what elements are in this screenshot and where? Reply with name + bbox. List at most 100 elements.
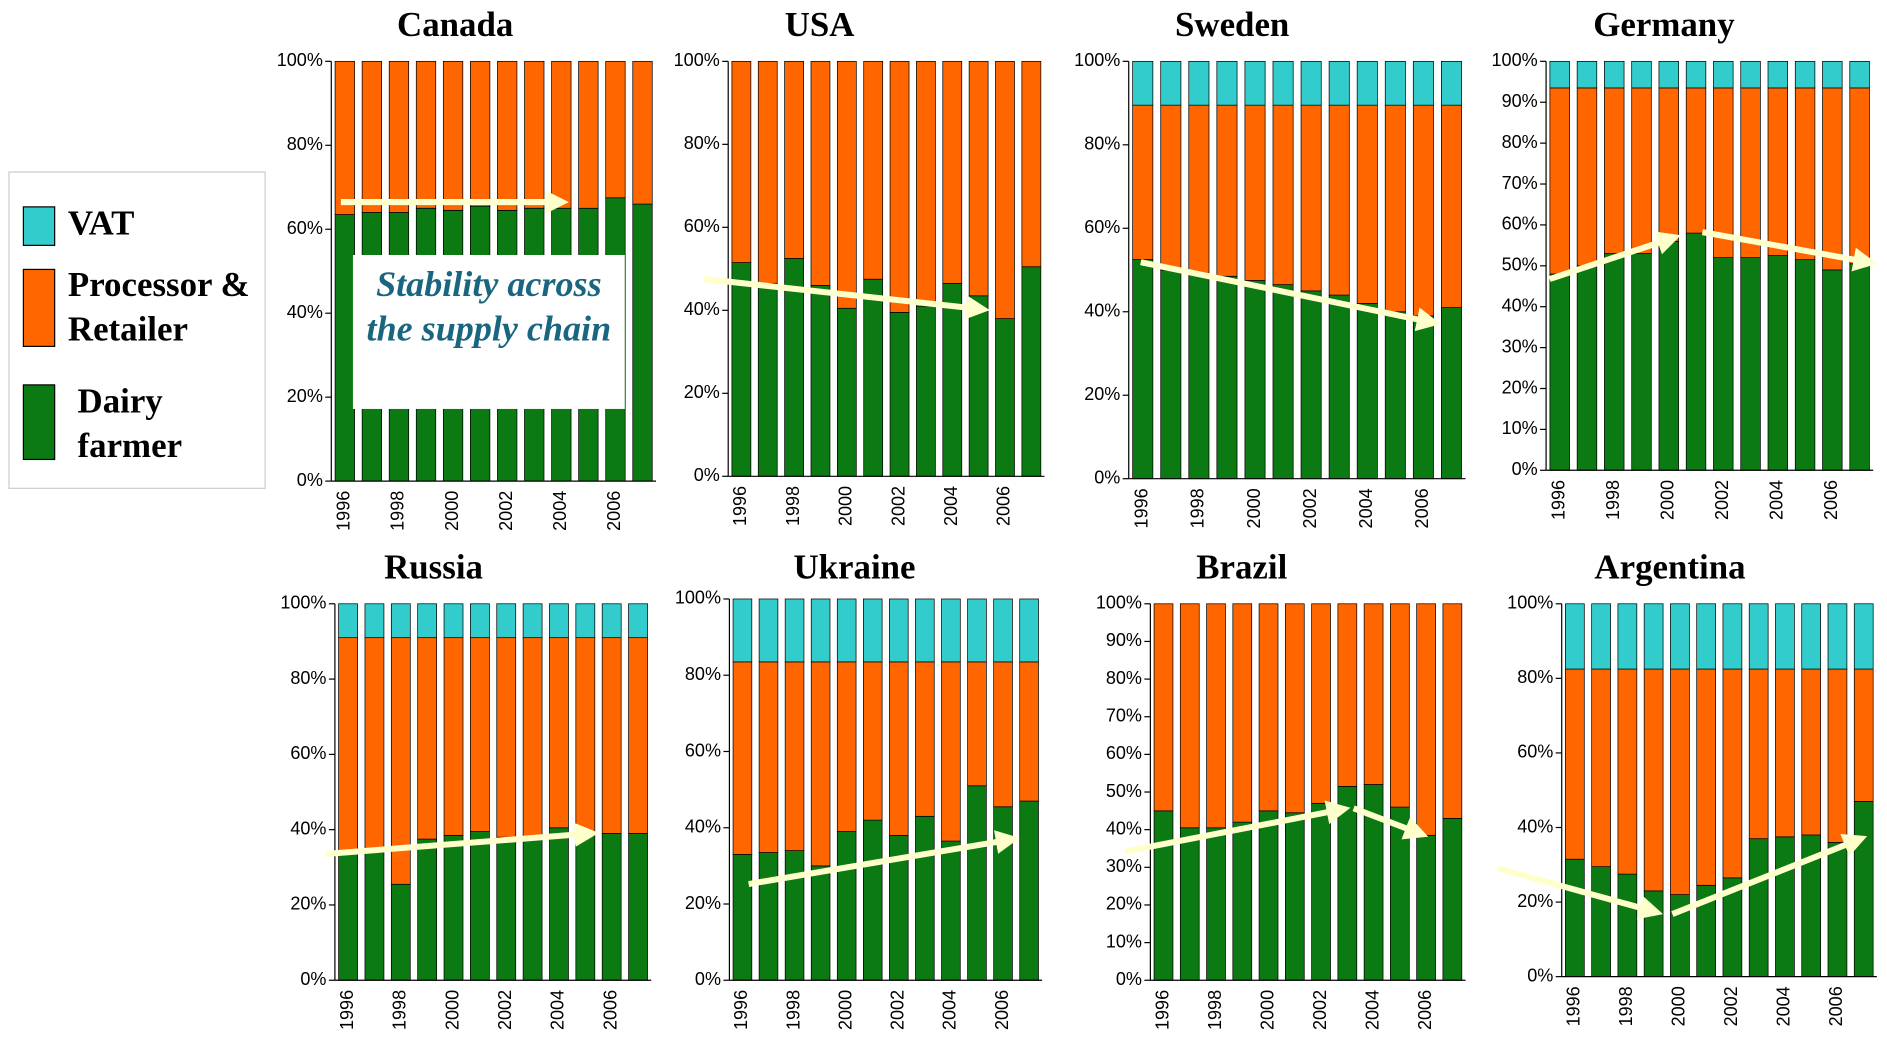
bar-segment: [1284, 603, 1305, 814]
bar-segment: [967, 661, 987, 787]
bar-segment: [889, 598, 909, 663]
overlay: Stability across the supply chain: [325, 190, 1878, 920]
x-tick-label: 1996: [1152, 990, 1172, 1030]
bar-segment: [1216, 104, 1238, 277]
y-tick-label: 40%: [685, 817, 721, 837]
bar-segment: [1390, 603, 1410, 808]
bar-segment: [1549, 273, 1570, 471]
bar-segment: [1685, 87, 1707, 234]
x-tick-label: 2006: [1821, 480, 1841, 520]
bar-segment: [1363, 603, 1384, 785]
bar-segment: [417, 603, 438, 639]
bar-segment: [1019, 598, 1039, 663]
bar-segment: [1284, 812, 1305, 981]
annotation-box: [352, 254, 625, 409]
bar-segment: [863, 278, 884, 477]
y-tick-label: 60%: [290, 743, 326, 763]
bar-segment: [732, 854, 753, 981]
bar-segment: [1722, 603, 1743, 670]
bar-segment: [1272, 60, 1294, 106]
bar-segment: [1740, 257, 1761, 471]
bar-segment: [1300, 290, 1322, 480]
bar-segment: [732, 598, 753, 663]
bar-segment: [1617, 603, 1638, 670]
chart-title: Germany: [1593, 5, 1735, 44]
bar-segment: [1827, 603, 1848, 670]
bar-segment: [522, 836, 543, 981]
bar-segment: [632, 60, 653, 205]
bar-segment: [1658, 240, 1679, 471]
y-tick-label: 60%: [685, 740, 721, 760]
bar-segment: [364, 603, 385, 639]
x-tick-label: 2004: [1774, 986, 1794, 1026]
y-tick-label: 20%: [290, 894, 326, 914]
y-tick-label: 20%: [685, 893, 721, 913]
y-tick-label: 50%: [1502, 255, 1538, 275]
bar-segment: [862, 598, 883, 663]
bar-segment: [1658, 87, 1679, 242]
bar-segment: [361, 60, 382, 213]
bar-segment: [1232, 821, 1253, 981]
bar-segment: [1853, 603, 1874, 670]
y-tick-label: 40%: [1517, 816, 1553, 836]
bar-segment: [731, 262, 752, 477]
y-tick-label: 60%: [1106, 743, 1142, 763]
bar-segment: [1849, 60, 1870, 89]
bar-segment: [1216, 60, 1238, 106]
bar-segment: [1132, 104, 1154, 260]
y-tick-label: 0%: [1094, 467, 1120, 487]
y-tick-label: 20%: [684, 382, 720, 402]
x-tick-label: 2004: [550, 491, 570, 531]
bar-segment: [1132, 60, 1154, 106]
x-tick-label: 2006: [600, 990, 620, 1030]
chart-title: Sweden: [1175, 5, 1289, 44]
arrow: [748, 830, 1020, 887]
bar-segment: [470, 603, 490, 639]
bar-segment: [1849, 87, 1870, 265]
bar-segment: [1244, 280, 1266, 480]
x-tick-label: 2006: [994, 486, 1014, 526]
y-tick-label: 80%: [287, 134, 323, 154]
bar-segment: [1853, 801, 1874, 978]
bar-segment: [549, 603, 569, 639]
bar-segment: [1643, 668, 1664, 892]
y-tick-label: 20%: [287, 386, 323, 406]
bar-segment: [1337, 786, 1358, 981]
bar-segment: [1617, 873, 1638, 978]
chart-title: Ukraine: [793, 548, 915, 587]
bar-segment: [1713, 60, 1734, 89]
x-tick-label: 1996: [730, 486, 750, 526]
bar-segment: [810, 661, 831, 867]
x-tick-label: 2000: [1669, 986, 1689, 1026]
bar-segment: [1206, 603, 1226, 829]
bar-segment: [1416, 834, 1436, 981]
legend-label: Processor & Retailer: [68, 266, 250, 349]
x-tick-label: 2006: [1826, 986, 1846, 1026]
arrow: [1671, 833, 1868, 917]
bar-segment: [1670, 668, 1690, 895]
x-tick-label: 2006: [1415, 990, 1435, 1030]
x-tick-label: 1998: [783, 486, 803, 526]
chart-title: Brazil: [1196, 548, 1287, 587]
bar-segment: [1643, 603, 1664, 670]
bar-segment: [628, 833, 648, 981]
bar-segment: [1412, 60, 1434, 106]
bar-segment: [1565, 668, 1585, 860]
bar-segment: [1258, 810, 1279, 981]
bar-segment: [632, 203, 653, 482]
bar-segment: [1160, 104, 1182, 271]
x-tick-label: 1998: [1616, 986, 1636, 1026]
bar-segment: [1160, 60, 1182, 106]
x-tick-label: 1996: [337, 990, 357, 1030]
bar-segment: [497, 60, 518, 211]
bar-segment: [338, 851, 358, 981]
bar-segment: [1631, 87, 1652, 254]
bar-segment: [1685, 232, 1707, 471]
bar-segment: [915, 598, 935, 663]
legend-text: Dairy farmer: [77, 382, 183, 466]
bar-segment: [1591, 866, 1611, 978]
bar-segment: [1019, 800, 1039, 981]
y-tick-label: 40%: [1084, 301, 1120, 321]
bar-segment: [1565, 858, 1585, 978]
y-tick-label: 100%: [1492, 50, 1538, 70]
